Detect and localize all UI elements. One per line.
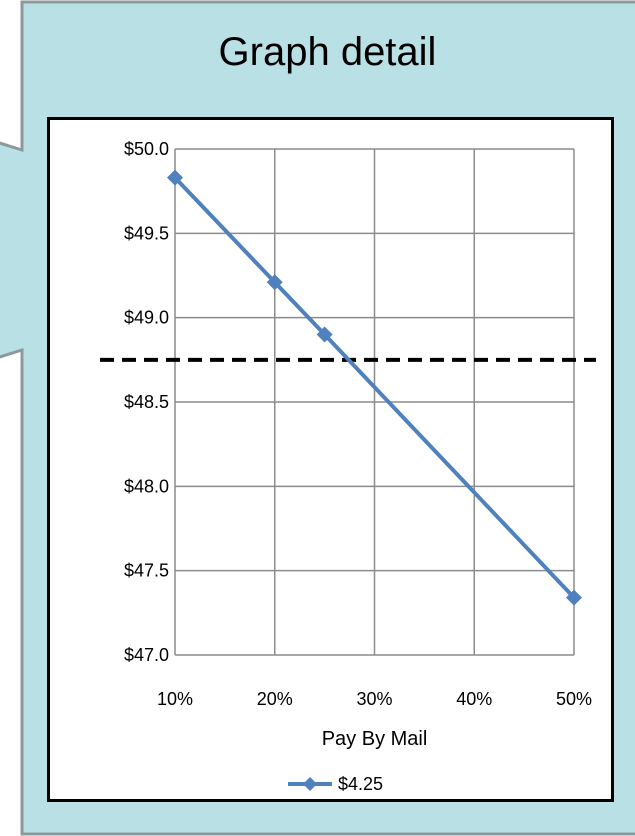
y-tick-label: $48.5 (124, 392, 169, 412)
legend-label: $4.25 (338, 774, 383, 794)
x-tick-label: 10% (157, 689, 193, 709)
series-group (167, 169, 582, 606)
y-tick-label: $48.0 (124, 476, 169, 496)
x-tick-label: 50% (556, 689, 592, 709)
callout-title: Graph detail (218, 30, 437, 74)
line-chart: $47.0 $47.5 $48.0 $48.5 $49.0 $49.5 $50.0 10% 2… (100, 139, 596, 794)
series-line (173, 176, 576, 600)
x-axis-title: Pay By Mail (322, 728, 428, 750)
y-tick-label: $49.5 (124, 223, 169, 243)
y-tick-label: $50.0 (124, 139, 169, 159)
data-point-marker (316, 326, 333, 343)
chart-frame: $47.0 $47.5 $48.0 $48.5 $49.0 $49.5 $50.0 10% 2… (47, 117, 614, 802)
x-tick-label: 30% (356, 689, 392, 709)
y-tick-label: $47.5 (124, 561, 169, 581)
x-tick-label: 20% (257, 689, 293, 709)
chart-grid (174, 148, 575, 656)
legend: $4.25 (288, 774, 383, 794)
data-point-marker (266, 274, 283, 291)
legend-marker (303, 777, 317, 791)
y-tick-label: $49.0 (124, 308, 169, 328)
data-point-marker (167, 169, 183, 186)
data-point-marker (566, 589, 582, 606)
y-tick-label: $47.0 (124, 645, 169, 665)
y-axis-tick-labels: $47.0 $47.5 $48.0 $48.5 $49.0 $49.5 $50.0 (124, 139, 169, 665)
x-axis-tick-labels: 10% 20% 30% 40% 50% (157, 689, 592, 709)
x-tick-label: 40% (456, 689, 492, 709)
